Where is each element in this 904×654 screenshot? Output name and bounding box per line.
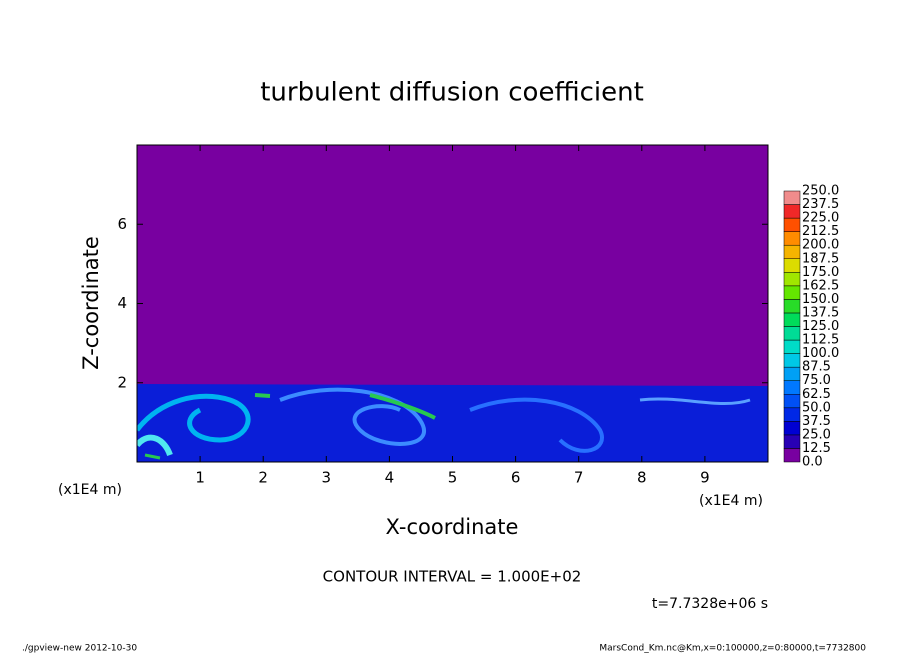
colorbar-cell <box>783 244 801 259</box>
colorbar-cell <box>783 421 801 436</box>
field <box>137 145 768 462</box>
y-axis-label: Z-coordinate <box>79 236 103 370</box>
colorbar-cell <box>783 272 801 287</box>
x-unit-left: (x1E4 m) <box>58 482 122 498</box>
colorbar-label: 187.5 <box>802 251 839 266</box>
colorbar-label: 37.5 <box>802 414 831 429</box>
colorbar-label: 137.5 <box>802 305 839 320</box>
colorbar-label: 175.0 <box>802 265 839 280</box>
field-swirl <box>639 397 751 406</box>
colorbar-cell <box>783 448 801 463</box>
footer-left: ./gpview-new 2012-10-30 <box>22 644 137 654</box>
field-swirl <box>469 397 604 453</box>
colorbar-label: 125.0 <box>802 319 839 334</box>
x-tick-label: 9 <box>700 469 710 487</box>
colorbar-label: 62.5 <box>802 387 831 402</box>
colorbar-label: 212.5 <box>802 224 839 239</box>
x-unit-right: (x1E4 m) <box>699 493 763 509</box>
x-tick-label: 1 <box>195 469 205 487</box>
colorbar-cell <box>783 231 801 246</box>
x-tick-label: 5 <box>448 469 458 487</box>
field-patch <box>369 393 436 420</box>
colorbar-cell <box>783 258 801 273</box>
y-tick-label: 2 <box>117 373 127 391</box>
field-swirl <box>137 434 173 457</box>
colorbar-label: 12.5 <box>802 441 831 456</box>
colorbar-label: 250.0 <box>802 184 839 199</box>
colorbar-label: 75.0 <box>802 373 831 388</box>
colorbar-cell <box>783 394 801 409</box>
colorbar-cell <box>783 285 801 300</box>
footer-right: MarsCond_Km.nc@Km,x=0:100000,z=0:80000,t… <box>599 644 866 654</box>
colorbar-cell <box>783 339 801 354</box>
chart-title: turbulent diffusion coefficient <box>260 78 644 108</box>
x-tick-label: 7 <box>574 469 584 487</box>
colorbar-label: 112.5 <box>802 333 839 348</box>
colorbar-cell <box>783 217 801 232</box>
x-tick-label: 4 <box>385 469 395 487</box>
field-swirl <box>137 393 251 443</box>
contour-interval: CONTOUR INTERVAL = 1.000E+02 <box>323 568 582 586</box>
colorbar-cell <box>783 299 801 314</box>
colorbar-cell <box>783 204 801 219</box>
x-tick-label: 8 <box>637 469 647 487</box>
x-axis-label: X-coordinate <box>386 515 519 539</box>
colorbar-cell <box>783 434 801 449</box>
x-tick-label: 2 <box>258 469 268 487</box>
x-tick-label: 6 <box>511 469 521 487</box>
colorbar-cell <box>783 366 801 381</box>
colorbar-label: 87.5 <box>802 360 831 375</box>
field-layer <box>137 384 768 462</box>
colorbar-cell <box>783 326 801 341</box>
colorbar-cell <box>783 353 801 368</box>
colorbar-label: 237.5 <box>802 197 839 212</box>
time-label: t=7.7328e+06 s <box>652 596 768 612</box>
colorbar-label: 0.0 <box>802 455 823 470</box>
colorbar-cell <box>783 312 801 327</box>
y-tick-label: 4 <box>117 294 127 312</box>
x-tick-label: 3 <box>322 469 332 487</box>
colorbar-label: 25.0 <box>802 427 831 442</box>
colorbar-label: 150.0 <box>802 292 839 307</box>
colorbar-label: 50.0 <box>802 400 831 415</box>
colorbar-label: 200.0 <box>802 238 839 253</box>
colorbar-label: 225.0 <box>802 211 839 226</box>
colorbar-label: 100.0 <box>802 346 839 361</box>
field-patch <box>254 393 271 398</box>
field-patch <box>144 453 161 460</box>
field-swirl <box>279 387 426 446</box>
colorbar-cell <box>783 190 801 205</box>
y-tick-label: 6 <box>117 215 127 233</box>
colorbar-cell <box>783 407 801 422</box>
colorbar-cell <box>783 380 801 395</box>
colorbar-label: 162.5 <box>802 278 839 293</box>
